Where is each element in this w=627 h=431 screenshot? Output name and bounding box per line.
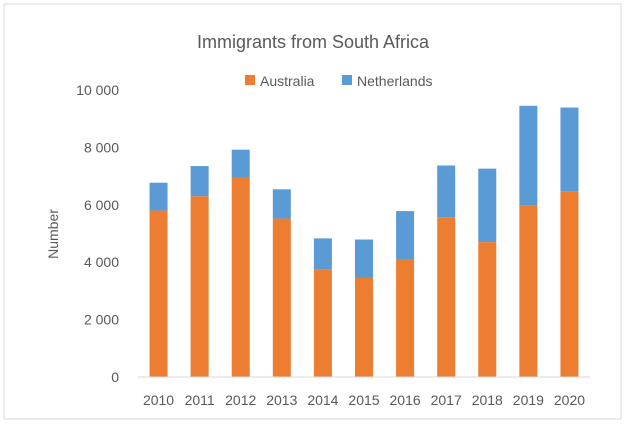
y-tick-label: 8 000 bbox=[84, 139, 119, 155]
bar-netherlands-2014 bbox=[313, 238, 332, 270]
bar-netherlands-2012 bbox=[231, 149, 250, 178]
bar-australia-2010 bbox=[149, 210, 168, 377]
bar-australia-2019 bbox=[519, 205, 538, 377]
bar-netherlands-2015 bbox=[355, 239, 373, 278]
bar-australia-2013 bbox=[272, 218, 291, 377]
legend-swatch-netherlands bbox=[342, 75, 352, 85]
bar-australia-2014 bbox=[313, 269, 332, 377]
legend: Australia Netherlands bbox=[245, 73, 433, 89]
x-tick-label: 2016 bbox=[390, 392, 421, 408]
legend-label-australia: Australia bbox=[260, 73, 315, 89]
bar-australia-2017 bbox=[437, 217, 456, 377]
y-tick-label: 0 bbox=[111, 369, 119, 385]
y-tick-label: 4 000 bbox=[84, 254, 119, 270]
bar-australia-2016 bbox=[396, 259, 415, 377]
bar-netherlands-2011 bbox=[190, 166, 209, 197]
x-tick-label: 2018 bbox=[472, 392, 503, 408]
bar-australia-2015 bbox=[355, 277, 373, 377]
y-axis-ticks: 0 2 000 4 000 6 000 8 000 10 000 bbox=[76, 82, 119, 385]
legend-swatch-australia bbox=[245, 75, 255, 85]
x-tick-label: 2011 bbox=[185, 392, 215, 408]
bar-netherlands-2018 bbox=[478, 168, 497, 243]
bar-netherlands-2016 bbox=[396, 211, 415, 260]
bar-netherlands-2010 bbox=[149, 182, 168, 211]
x-tick-label: 2017 bbox=[431, 392, 462, 408]
x-tick-label: 2020 bbox=[554, 392, 585, 408]
chart-title: Immigrants from South Africa bbox=[197, 32, 430, 52]
bar-australia-2020 bbox=[560, 191, 579, 377]
x-tick-label: 2019 bbox=[513, 392, 544, 408]
legend-label-netherlands: Netherlands bbox=[357, 73, 433, 89]
bar-netherlands-2020 bbox=[560, 107, 579, 192]
y-axis-label: Number bbox=[45, 209, 61, 259]
x-tick-label: 2012 bbox=[225, 392, 256, 408]
y-tick-label: 10 000 bbox=[76, 82, 119, 98]
x-tick-label: 2014 bbox=[307, 392, 338, 408]
x-axis-ticks: 2010 2011 2012 2013 2014 2015 2016 2017 2018 2019… bbox=[143, 392, 585, 408]
bar-netherlands-2019 bbox=[519, 105, 538, 206]
x-tick-label: 2010 bbox=[143, 392, 174, 408]
bar-australia-2018 bbox=[478, 242, 497, 377]
bar-australia-2012 bbox=[231, 177, 250, 377]
x-tick-label: 2015 bbox=[348, 392, 379, 408]
chart-border bbox=[3, 3, 622, 420]
x-tick-label: 2013 bbox=[266, 392, 297, 408]
bar-netherlands-2013 bbox=[272, 189, 291, 219]
y-tick-label: 2 000 bbox=[84, 312, 119, 328]
bar-netherlands-2017 bbox=[437, 165, 456, 218]
bars bbox=[149, 105, 579, 377]
bar-australia-2011 bbox=[190, 196, 209, 377]
y-tick-label: 6 000 bbox=[84, 197, 119, 213]
